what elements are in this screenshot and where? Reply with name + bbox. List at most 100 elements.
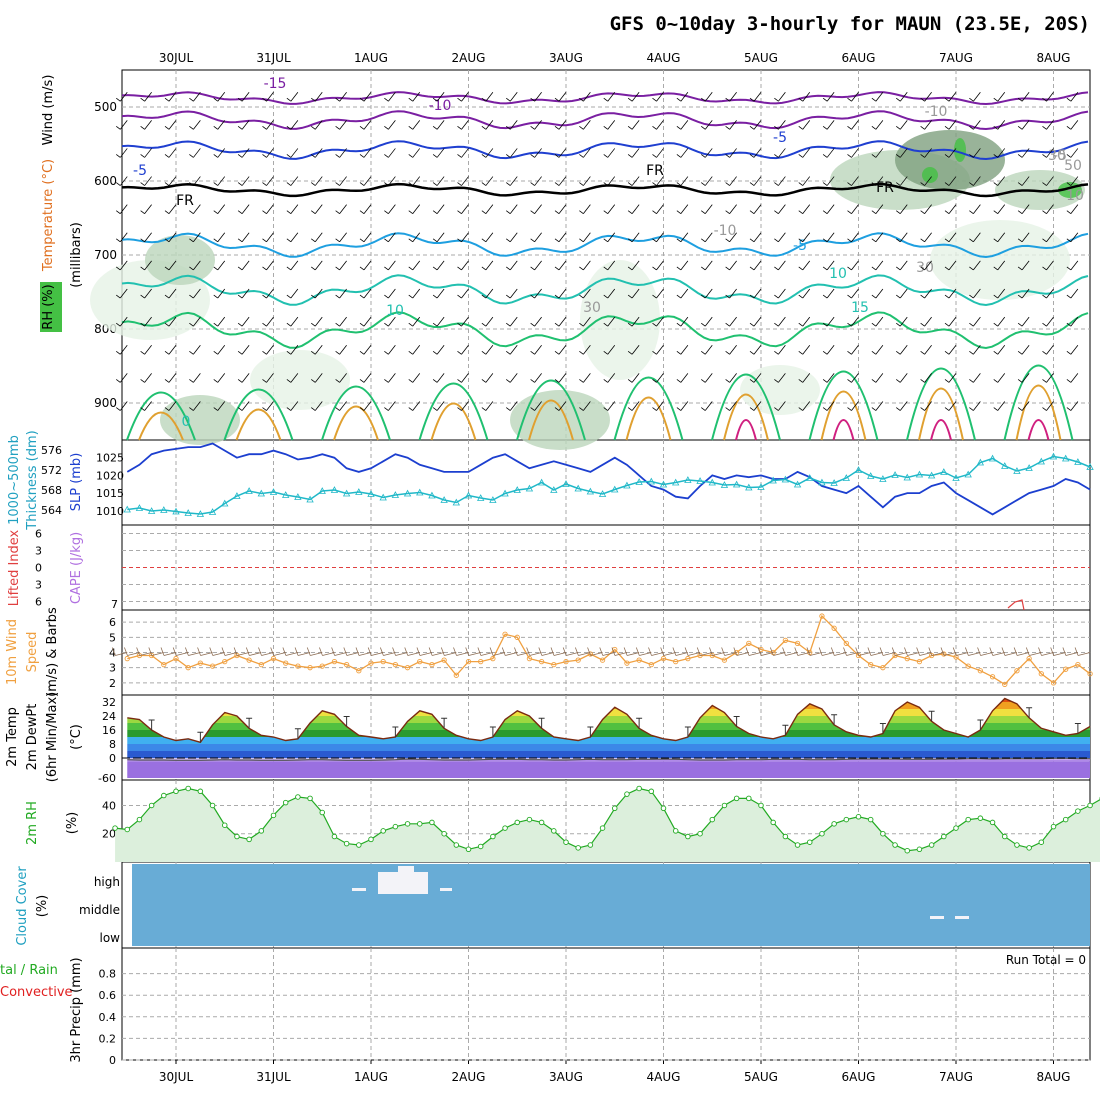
surface-wind-barb (956, 652, 969, 656)
temp-band (127, 758, 1090, 760)
surface-wind-barb-flag (453, 647, 457, 656)
wind-barb-flag (213, 238, 218, 243)
wind-barb (680, 232, 689, 243)
wind-barb-flag (725, 210, 730, 214)
wind-barb (168, 232, 177, 243)
rh-2m-point (392, 823, 399, 830)
wind-barb-flag (554, 322, 560, 327)
wind-barb (119, 91, 128, 102)
surface-wind-barb-flag (172, 647, 177, 656)
wind-barb-flag (676, 294, 682, 299)
wind-barb-flag (676, 350, 682, 355)
thickness-point (184, 509, 192, 516)
wind-barb-flag (725, 294, 730, 299)
lifted-tick: 3 (35, 545, 42, 558)
wind-barb (217, 232, 226, 243)
wind-speed-point (782, 637, 789, 644)
surface-wind-barb-flag (440, 647, 445, 656)
wind-barb (144, 176, 152, 186)
wind-barb (266, 401, 274, 411)
wind-barb-flag (237, 407, 243, 411)
wind-barb (436, 120, 445, 130)
wind-barb-flag (871, 407, 877, 411)
wind-barb (778, 232, 786, 243)
wind-barb (241, 373, 250, 383)
surface-wind-barb-flag (745, 647, 750, 656)
wind-speed-point (148, 652, 155, 659)
wind-barb-flag (116, 210, 121, 214)
thickness-point (696, 477, 704, 484)
thickness-point (1025, 464, 1033, 471)
surface-wind-barb (444, 652, 457, 656)
wind-barb (119, 401, 128, 411)
wind-barb-flag (920, 238, 925, 243)
wind-barb (1070, 288, 1079, 299)
cloud-level-label: high (94, 875, 120, 889)
wind-barb-flag (676, 210, 682, 214)
rh-2m-point (465, 846, 472, 853)
wind-barb-flag (408, 407, 413, 411)
wind-barb (729, 316, 737, 327)
wind-barb-flag (311, 238, 316, 243)
wind-barb-flag (432, 266, 438, 271)
wind-barb (314, 373, 323, 383)
wind-barb (753, 176, 762, 186)
surface-wind-barb-flag (124, 647, 128, 656)
thickness-point (477, 494, 485, 501)
wind-barb (314, 91, 323, 102)
wind-barb-flag (432, 154, 438, 158)
thickness-point (489, 496, 497, 503)
thickness-point (1049, 452, 1058, 460)
rh-swatch (40, 282, 62, 332)
surface-wind-barb (553, 652, 567, 656)
wind-barb (1046, 401, 1054, 411)
wind-speed-point (1063, 666, 1069, 672)
wind-barb-flag (116, 294, 121, 299)
thickness-point (867, 472, 875, 479)
wind-barb-flag (311, 125, 316, 130)
wind-barb (363, 148, 372, 158)
wind-barb (704, 401, 713, 411)
wind-barb (973, 401, 981, 411)
wind-barb (631, 373, 640, 383)
wind-barb-flag (335, 97, 340, 102)
wind-barb (485, 288, 494, 299)
wind-barb (388, 260, 396, 271)
surface-wind-barb (968, 652, 981, 656)
surface-wind-barb-flag (721, 647, 725, 656)
wind-barb (607, 120, 616, 130)
rh-2m-point (587, 842, 594, 848)
wind-barb-flag (554, 210, 560, 214)
wind-barb-flag (457, 322, 462, 327)
wind-barb-flag (311, 266, 316, 271)
label-cloud-unit: (%) (35, 895, 50, 918)
wind-barb-flag (262, 97, 267, 102)
wind-barb (339, 288, 347, 299)
surface-wind-barb (432, 652, 445, 656)
wind-barb (704, 260, 713, 271)
wind-barb-flag (140, 238, 145, 243)
surface-wind-barb (517, 652, 530, 656)
wind-barb (778, 204, 786, 214)
wind-barb (168, 373, 177, 383)
wind-barb (1021, 345, 1030, 355)
wind-barb (241, 232, 250, 243)
wind-barb (753, 373, 762, 383)
wind-barb (997, 148, 1006, 158)
wind-barb-flag (481, 238, 487, 243)
wind-barb-flag (896, 322, 901, 327)
wind-barb-flag (140, 97, 145, 102)
wind-barb-flag (506, 294, 511, 299)
wind-barb-flag (1017, 266, 1023, 271)
wind-barb (729, 91, 737, 102)
wind-barb-flag (116, 97, 121, 102)
wind-barb (656, 232, 664, 243)
wind-barb (583, 120, 591, 130)
wind-barb-flag (701, 154, 706, 158)
wind-barb-flag (213, 210, 218, 214)
wind-barb (997, 120, 1006, 130)
wind-barb (631, 204, 640, 214)
wind-barb-flag (311, 379, 316, 383)
wind-barb-flag (530, 266, 535, 271)
temp-tick: 0 (109, 752, 116, 765)
